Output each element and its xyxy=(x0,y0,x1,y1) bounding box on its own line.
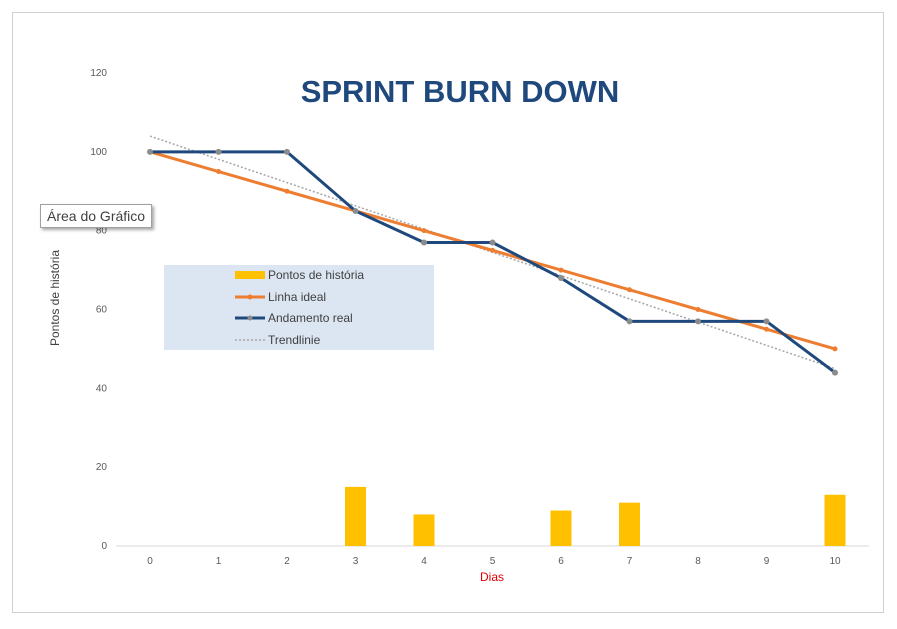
legend-marker xyxy=(247,294,253,300)
ideal-point xyxy=(627,287,632,293)
chart-frame xyxy=(12,12,884,613)
bar xyxy=(413,514,435,546)
x-tick-label: 7 xyxy=(627,556,633,567)
ideal-point xyxy=(695,307,701,312)
x-tick-label: 9 xyxy=(764,556,770,567)
actual-point xyxy=(763,318,770,325)
x-tick-label: 1 xyxy=(216,556,222,567)
y-tick-label: 60 xyxy=(96,305,108,316)
ideal-point xyxy=(490,247,495,253)
x-tick-label: 2 xyxy=(284,556,290,567)
actual-point xyxy=(352,207,359,214)
y-tick-label: 80 xyxy=(96,226,108,237)
y-axis-label: Pontos de história xyxy=(48,250,62,346)
actual-point xyxy=(421,239,427,246)
x-tick-label: 8 xyxy=(695,556,701,567)
y-tick-label: 40 xyxy=(96,383,108,394)
actual-point xyxy=(626,318,633,325)
actual-point xyxy=(147,148,153,155)
x-axis-label: Dias xyxy=(480,570,504,584)
actual-point xyxy=(489,239,496,246)
actual-point xyxy=(695,318,701,325)
y-tick-label: 20 xyxy=(96,462,108,473)
legend-swatch xyxy=(235,271,265,279)
legend-label: Trendlinie xyxy=(268,333,321,347)
y-tick-label: 120 xyxy=(90,68,107,79)
legend-label: Pontos de história xyxy=(268,268,364,282)
x-tick-label: 0 xyxy=(147,556,153,567)
ideal-point xyxy=(764,326,769,332)
ideal-point xyxy=(284,188,290,194)
legend-label: Andamento real xyxy=(268,311,353,325)
y-tick-label: 0 xyxy=(101,541,107,552)
x-tick-label: 6 xyxy=(558,556,564,567)
bar xyxy=(345,486,366,546)
bar xyxy=(824,494,846,546)
bar xyxy=(619,502,640,546)
actual-point xyxy=(558,274,564,281)
actual-point xyxy=(284,148,290,155)
legend-label: Linha ideal xyxy=(268,290,326,304)
x-tick-label: 10 xyxy=(829,556,841,567)
legend[interactable]: Pontos de história Linha ideal Andamento r… xyxy=(164,265,434,350)
ideal-point xyxy=(832,346,838,352)
chart-title: SPRINT BURN DOWN xyxy=(301,74,620,109)
x-tick-label: 3 xyxy=(353,556,359,567)
line-series xyxy=(147,135,838,376)
legend-marker xyxy=(247,315,253,321)
ideal-point xyxy=(558,267,564,273)
x-tick-label: 4 xyxy=(421,556,427,567)
bar xyxy=(550,510,572,546)
actual-point xyxy=(215,148,222,155)
bar-series xyxy=(345,486,846,546)
chart-area-tooltip: Área do Gráfico xyxy=(40,204,153,228)
ideal-point xyxy=(421,228,427,234)
ideal-point xyxy=(216,169,221,175)
actual-point xyxy=(832,369,838,376)
y-axis-ticks: 0 20 40 60 80 100 120 xyxy=(90,68,107,552)
x-tick-label: 5 xyxy=(490,556,496,567)
legend-background xyxy=(164,265,434,350)
x-axis-ticks: 0 1 2 3 4 5 6 7 8 9 10 xyxy=(147,556,841,567)
y-tick-label: 100 xyxy=(90,147,107,158)
